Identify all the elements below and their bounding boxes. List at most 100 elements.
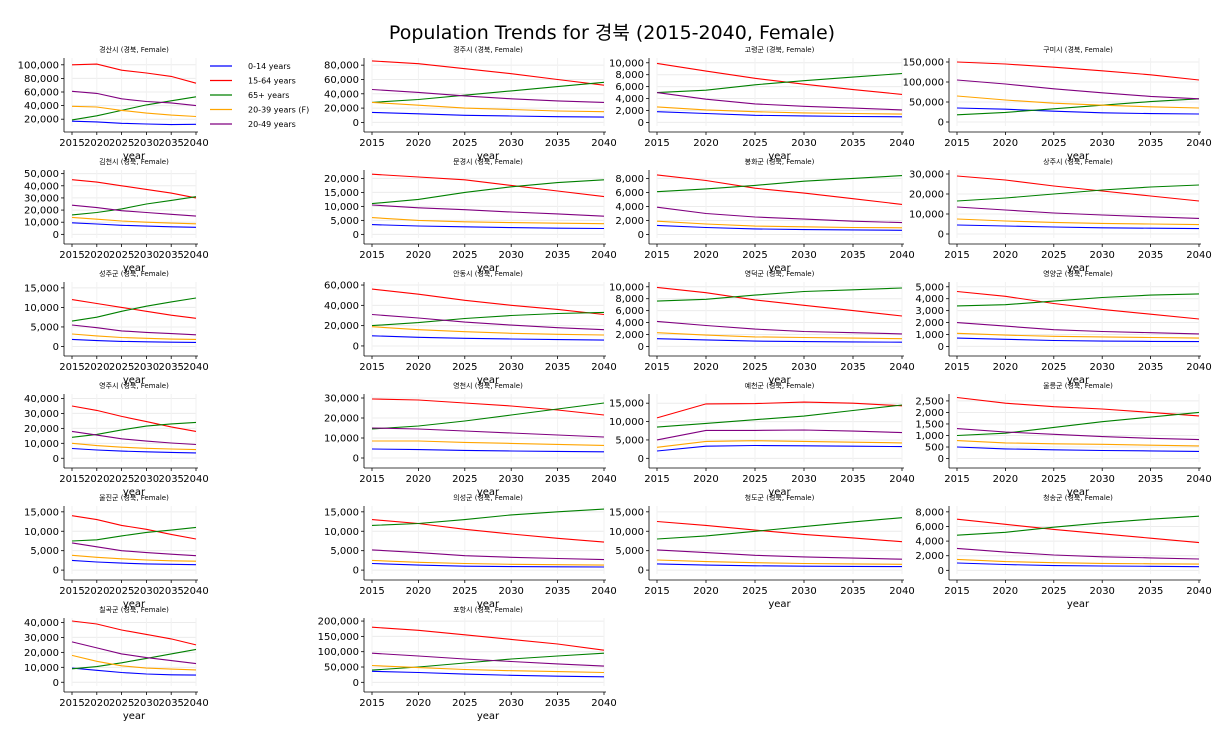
x-tick-label: 2015 [59, 698, 84, 709]
x-tick-label: 2040 [183, 698, 208, 709]
y-tick-label: 0 [53, 230, 59, 241]
x-tick-label: 2025 [452, 250, 477, 261]
series-line-15-64-years [656, 62, 903, 95]
x-tick-label: 2015 [359, 138, 384, 149]
y-tick-label: 0 [353, 341, 359, 352]
series-line-20-49-years [956, 547, 1200, 560]
legend: 0-14 years 15-64 years 65+ years 20-39 year… [210, 62, 309, 129]
y-tick-label: 5,000 [30, 322, 59, 333]
x-axis-label: year [1067, 375, 1090, 386]
x-tick-label: 2020 [84, 138, 109, 149]
x-tick-label: 2015 [59, 474, 84, 485]
x-tick-label: 2035 [158, 250, 183, 261]
y-tick-label: 8,000 [615, 294, 644, 305]
x-tick-label: 2035 [1138, 474, 1163, 485]
subplot-title: 김천시 (경북, Female) [99, 157, 169, 166]
y-tick-label: 20,000 [24, 115, 59, 126]
y-tick-label: 0 [53, 678, 59, 689]
subplot-10: 안동시 (경북, Female) 0 20,000 40,000 60,000 2015 2… [324, 269, 617, 386]
x-tick-label: 2025 [109, 586, 134, 597]
x-axis-label: year [123, 375, 146, 386]
x-tick-label: 2030 [791, 250, 816, 261]
y-tick-label: 60,000 [24, 88, 59, 99]
series-line-20-39-years-f [656, 106, 903, 115]
y-tick-label: 15,000 [24, 283, 59, 294]
x-axis-label: year [477, 711, 500, 722]
subplot-2: 경주시 (경북, Female) 0 20,000 40,000 60,000 80,00… [324, 45, 617, 162]
y-tick-label: 30,000 [24, 409, 59, 420]
x-tick-label: 2040 [183, 586, 208, 597]
x-tick-label: 2025 [109, 250, 134, 261]
subplot-title: 영덕군 (경북, Female) [745, 269, 815, 278]
x-tick-label: 2030 [791, 474, 816, 485]
x-tick-label: 2015 [644, 250, 669, 261]
series-line-15-64-years [656, 520, 903, 543]
y-tick-label: 100,000 [318, 647, 359, 658]
x-tick-label: 2035 [840, 138, 865, 149]
y-tick-label: 2,000 [615, 330, 644, 341]
y-tick-label: 1,000 [915, 431, 944, 442]
series-line-20-49-years [656, 92, 903, 111]
x-tick-label: 2015 [59, 250, 84, 261]
y-tick-label: 15,000 [609, 399, 644, 410]
x-tick-label: 2040 [183, 250, 208, 261]
series-line-20-39-years-f [656, 220, 903, 229]
x-axis-label: year [477, 599, 500, 610]
series-line-20-39-years-f [371, 326, 605, 336]
subplot-14: 영천시 (경북, Female) 0 10,000 20,000 30,000 2015 2… [324, 381, 617, 498]
x-tick-label: 2030 [498, 698, 523, 709]
series-line-0-14-years [371, 670, 605, 678]
x-tick-label: 2040 [889, 362, 914, 373]
y-tick-label: 6,000 [915, 522, 944, 533]
y-tick-label: 8,000 [615, 70, 644, 81]
x-tick-label: 2025 [1041, 474, 1066, 485]
x-tick-label: 2015 [644, 586, 669, 597]
x-tick-label: 2030 [1089, 586, 1114, 597]
x-axis-label: year [477, 151, 500, 162]
y-tick-label: 4,000 [615, 94, 644, 105]
y-tick-label: 10,000 [909, 210, 944, 221]
x-tick-label: 2030 [498, 474, 523, 485]
series-line-20-39-years-f [372, 440, 605, 446]
y-tick-label: 40,000 [324, 301, 359, 312]
y-tick-label: 100,000 [18, 60, 59, 71]
subplot-title: 상주시 (경북, Female) [1043, 157, 1113, 166]
series-line-15-64-years [71, 179, 197, 199]
series-line-20-49-years [71, 324, 197, 336]
series-line-15-64-years [71, 63, 197, 84]
series-line-20-39-years-f [371, 217, 605, 225]
x-tick-label: 2040 [1186, 250, 1211, 261]
x-tick-label: 2020 [84, 698, 109, 709]
x-axis-label: year [768, 599, 791, 610]
subplot-8: 상주시 (경북, Female) 0 10,000 20,000 30,000 2015 2… [909, 157, 1212, 274]
y-tick-label: 30,000 [24, 633, 59, 644]
series-line-15-64-years [71, 620, 197, 646]
series-line-0-14-years [71, 447, 197, 454]
y-tick-label: 1,500 [915, 419, 944, 430]
subplot-18: 의성군 (경북, Female) 0 5,000 10,000 15,000 2015 20… [324, 493, 617, 610]
y-tick-label: 5,000 [30, 546, 59, 557]
y-tick-label: 0 [353, 678, 359, 689]
x-tick-label: 2015 [359, 698, 384, 709]
x-tick-label: 2035 [158, 474, 183, 485]
x-axis-label: year [123, 487, 146, 498]
x-tick-label: 2020 [993, 138, 1018, 149]
x-tick-label: 2020 [993, 250, 1018, 261]
series-line-20-49-years [71, 430, 197, 446]
series-line-65-years [371, 81, 605, 103]
subplot-21: 칠곡군 (경북, Female) 0 10,000 20,000 30,000 40,00… [24, 605, 209, 722]
x-tick-label: 2040 [591, 586, 616, 597]
x-tick-label: 2040 [183, 138, 208, 149]
x-tick-label: 2020 [84, 474, 109, 485]
x-tick-label: 2035 [1138, 250, 1163, 261]
series-line-20-39-years-f [71, 554, 197, 562]
x-tick-label: 2025 [452, 474, 477, 485]
y-tick-label: 10,000 [609, 527, 644, 538]
subplot-19: 청도군 (경북, Female) 0 5,000 10,000 15,000 2015 20… [609, 493, 915, 610]
subplot-11: 영덕군 (경북, Female) 02,0004,0006,0008,00010,… [609, 269, 915, 386]
x-tick-label: 2035 [158, 698, 183, 709]
series-line-0-14-years [71, 559, 197, 566]
y-tick-label: 20,000 [24, 648, 59, 659]
x-tick-label: 2030 [134, 474, 159, 485]
